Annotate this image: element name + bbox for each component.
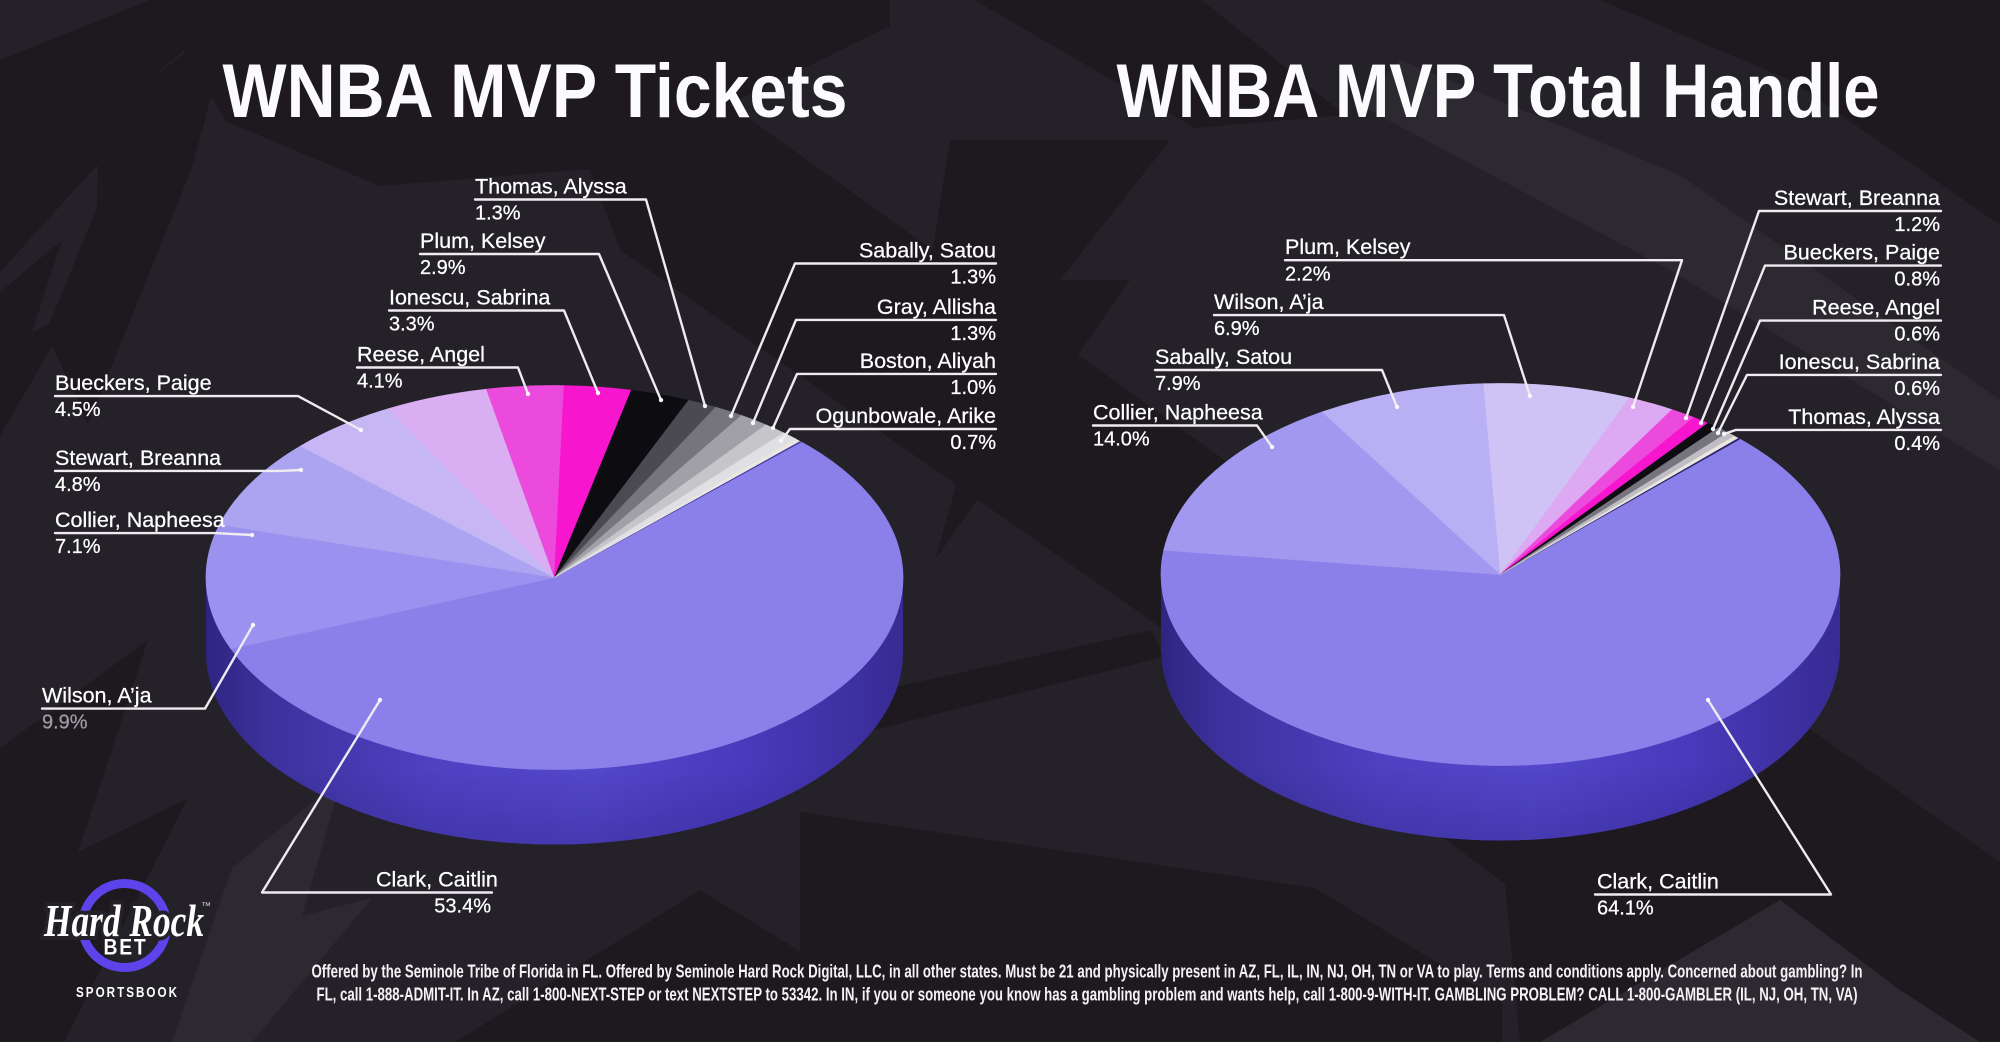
svg-text:1.2%: 1.2% — [1894, 214, 1940, 236]
svg-text:Thomas, Alyssa: Thomas, Alyssa — [475, 174, 627, 198]
svg-text:0.7%: 0.7% — [950, 432, 996, 454]
svg-text:SPORTSBOOK: SPORTSBOOK — [76, 984, 179, 1001]
svg-text:Bueckers, Paige: Bueckers, Paige — [1783, 241, 1940, 265]
svg-text:7.9%: 7.9% — [1155, 373, 1201, 395]
svg-text:Stewart, Breanna: Stewart, Breanna — [1774, 186, 1940, 210]
svg-text:Sabally, Satou: Sabally, Satou — [1155, 345, 1292, 369]
svg-text:Sabally, Satou: Sabally, Satou — [859, 238, 996, 262]
svg-text:Wilson, A’ja: Wilson, A’ja — [1214, 290, 1324, 314]
svg-text:BET: BET — [104, 935, 148, 960]
svg-text:2.2%: 2.2% — [1285, 263, 1331, 285]
svg-text:1.0%: 1.0% — [950, 377, 996, 399]
svg-text:1.3%: 1.3% — [950, 267, 996, 289]
svg-text:4.5%: 4.5% — [55, 399, 101, 421]
svg-text:0.6%: 0.6% — [1894, 378, 1940, 400]
svg-text:0.8%: 0.8% — [1894, 269, 1940, 291]
svg-text:Offered by the Seminole Tribe: Offered by the Seminole Tribe of Florida… — [312, 962, 1863, 982]
svg-text:Clark, Caitlin: Clark, Caitlin — [1597, 869, 1719, 893]
svg-text:14.0%: 14.0% — [1093, 429, 1150, 451]
svg-text:Ionescu, Sabrina: Ionescu, Sabrina — [389, 285, 550, 309]
svg-text:Plum, Kelsey: Plum, Kelsey — [420, 229, 546, 253]
svg-text:1.3%: 1.3% — [950, 323, 996, 345]
svg-text:7.1%: 7.1% — [55, 536, 101, 558]
svg-text:Clark, Caitlin: Clark, Caitlin — [376, 867, 498, 891]
svg-text:Ogunbowale, Arike: Ogunbowale, Arike — [816, 404, 996, 428]
svg-text:Thomas, Alyssa: Thomas, Alyssa — [1788, 405, 1940, 429]
svg-text:WNBA MVP Tickets: WNBA MVP Tickets — [223, 49, 848, 134]
svg-text:Collier, Napheesa: Collier, Napheesa — [55, 508, 225, 532]
svg-text:0.6%: 0.6% — [1894, 324, 1940, 346]
svg-text:Collier, Napheesa: Collier, Napheesa — [1093, 400, 1263, 424]
svg-text:3.3%: 3.3% — [389, 314, 435, 336]
svg-text:Stewart, Breanna: Stewart, Breanna — [55, 446, 221, 470]
svg-text:64.1%: 64.1% — [1597, 898, 1654, 920]
svg-text:0.4%: 0.4% — [1894, 433, 1940, 455]
svg-text:Hard Rock: Hard Rock — [43, 895, 204, 946]
svg-text:4.1%: 4.1% — [357, 371, 403, 393]
svg-text:53.4%: 53.4% — [434, 896, 491, 918]
svg-text:Ionescu, Sabrina: Ionescu, Sabrina — [1779, 350, 1940, 374]
svg-text:WNBA MVP Total Handle: WNBA MVP Total Handle — [1117, 49, 1880, 134]
svg-text:4.8%: 4.8% — [55, 474, 101, 496]
svg-text:™: ™ — [201, 901, 211, 912]
svg-text:9.9%: 9.9% — [42, 712, 88, 734]
svg-text:Bueckers, Paige: Bueckers, Paige — [55, 371, 212, 395]
svg-text:1.3%: 1.3% — [475, 203, 521, 225]
svg-text:6.9%: 6.9% — [1214, 318, 1260, 340]
svg-text:FL, call 1-888-ADMIT-IT. In AZ: FL, call 1-888-ADMIT-IT. In AZ, call 1-8… — [317, 984, 1858, 1004]
svg-text:Gray, Allisha: Gray, Allisha — [877, 295, 996, 319]
svg-text:Wilson, A’ja: Wilson, A’ja — [42, 684, 152, 708]
svg-text:Reese, Angel: Reese, Angel — [1812, 296, 1940, 320]
svg-text:Boston, Aliyah: Boston, Aliyah — [860, 349, 996, 373]
svg-text:Reese, Angel: Reese, Angel — [357, 342, 485, 366]
svg-text:Plum, Kelsey: Plum, Kelsey — [1285, 235, 1411, 259]
svg-text:2.9%: 2.9% — [420, 257, 466, 279]
